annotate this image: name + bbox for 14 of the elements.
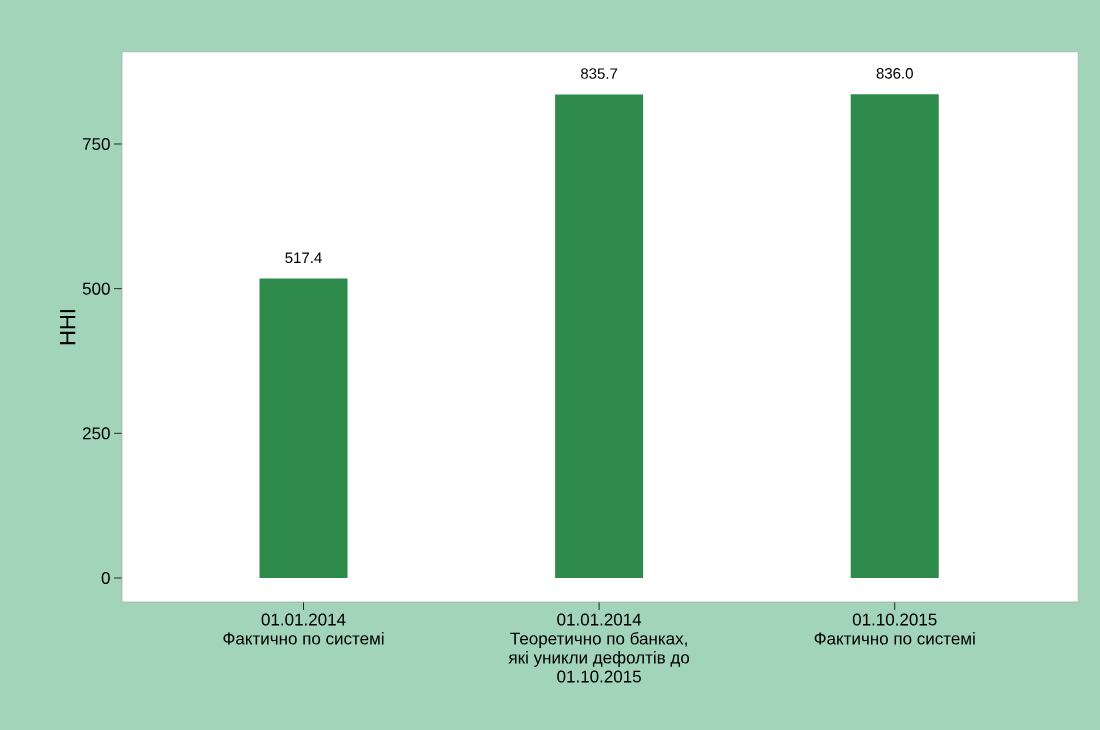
y-axis-title: HHI bbox=[60, 310, 76, 345]
x-tick-label: 01.01.2014 Теоретично по банках, які уникли дефолтів до 01.10.2015 bbox=[508, 613, 690, 683]
data-label: 836.0 bbox=[876, 68, 913, 79]
bar bbox=[555, 94, 644, 578]
y-tick-label: 0 bbox=[101, 571, 110, 584]
data-label: 517.4 bbox=[285, 252, 322, 264]
x-tick-label: 01.01.2014 Фактично по системі bbox=[223, 613, 384, 645]
bar bbox=[850, 94, 939, 578]
y-tick-label: 500 bbox=[82, 282, 110, 295]
bar bbox=[259, 278, 348, 578]
data-label: 835.7 bbox=[581, 68, 618, 79]
x-tick-label: 01.10.2015 Фактично по системі bbox=[814, 613, 975, 645]
y-tick-label: 750 bbox=[82, 137, 110, 151]
y-tick-label: 250 bbox=[82, 427, 110, 440]
